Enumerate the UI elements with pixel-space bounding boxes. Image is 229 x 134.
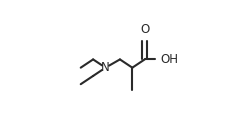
Text: O: O: [139, 23, 149, 36]
Text: OH: OH: [160, 53, 178, 66]
Text: N: N: [101, 61, 109, 74]
